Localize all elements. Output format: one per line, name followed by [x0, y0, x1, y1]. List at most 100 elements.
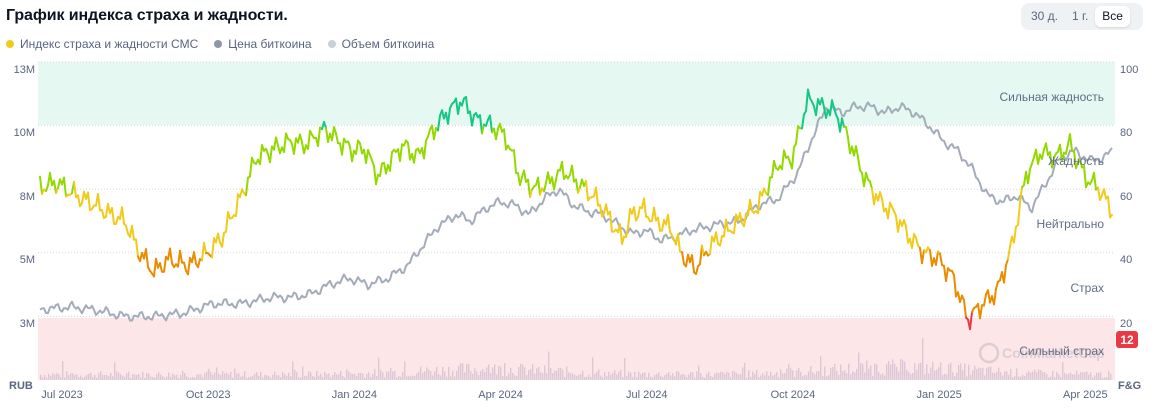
volume-bar: [1082, 372, 1084, 380]
volume-bar: [926, 363, 928, 380]
watermark: CoinMarketCap: [978, 342, 1105, 364]
volume-bar: [326, 374, 328, 380]
volume-bar: [462, 363, 464, 380]
volume-bar: [290, 376, 292, 380]
volume-bar: [406, 376, 408, 380]
fear-greed-segment: [221, 231, 225, 248]
volume-bar: [666, 373, 668, 380]
fear-greed-segment: [661, 219, 665, 232]
volume-bar: [1032, 371, 1034, 380]
volume-bar: [218, 373, 220, 380]
volume-bar: [548, 351, 550, 380]
volume-bar: [1016, 368, 1018, 380]
volume-bar: [516, 376, 518, 380]
volume-bar: [96, 377, 98, 380]
volume-bar: [76, 374, 78, 380]
volume-bar: [366, 373, 368, 380]
fear-greed-segment: [39, 175, 43, 195]
volume-bar: [1054, 377, 1056, 380]
volume-bar: [514, 375, 516, 380]
fear-greed-segment: [275, 136, 279, 147]
volume-bar: [452, 370, 454, 380]
volume-bar: [262, 377, 264, 380]
volume-bar: [442, 366, 444, 380]
volume-bar: [450, 376, 452, 380]
volume-bar: [438, 374, 440, 380]
volume-bar: [1076, 370, 1078, 380]
volume-bar: [598, 369, 600, 380]
volume-bar: [298, 377, 300, 380]
volume-bar: [1050, 376, 1052, 380]
volume-bar: [1044, 372, 1046, 380]
fear-greed-segment: [807, 88, 811, 100]
volume-bar: [764, 375, 766, 380]
volume-bar: [880, 374, 882, 380]
range-all-button[interactable]: Все: [1095, 6, 1130, 27]
range-1y-button[interactable]: 1 г.: [1072, 9, 1089, 23]
volume-bar: [1062, 362, 1064, 380]
volume-bar: [708, 371, 710, 380]
fear-greed-segment: [225, 211, 229, 233]
fear-greed-segment: [317, 126, 321, 147]
volume-bar: [642, 372, 644, 380]
volume-bar: [596, 371, 598, 380]
volume-bar: [648, 372, 650, 380]
volume-bar: [652, 377, 654, 380]
fear-greed-segment: [847, 136, 851, 155]
volume-bar: [530, 369, 532, 380]
volume-bar: [40, 374, 42, 380]
volume-bar: [720, 371, 722, 380]
fear-greed-segment: [245, 176, 249, 197]
fear-greed-segment: [771, 159, 775, 179]
fear-greed-segment: [841, 117, 845, 128]
volume-bar: [1004, 371, 1006, 380]
fear-greed-segment: [183, 261, 187, 272]
volume-bar: [274, 371, 276, 380]
volume-bar: [510, 367, 512, 380]
volume-bar: [650, 376, 652, 380]
volume-bar: [638, 371, 640, 380]
volume-bar: [464, 372, 466, 380]
fear-greed-segment: [695, 265, 699, 275]
volume-bar: [258, 375, 260, 380]
volume-bar: [140, 377, 142, 380]
legend-item-bitcoin-volume[interactable]: Объем биткоина: [327, 37, 434, 51]
fear-greed-segment: [169, 247, 173, 265]
volume-bar: [492, 367, 494, 380]
volume-bar: [886, 364, 888, 380]
volume-bar: [760, 375, 762, 380]
volume-bar: [766, 371, 768, 380]
fear-greed-segment: [657, 216, 661, 232]
volume-bar: [980, 368, 982, 380]
fear-greed-segment: [865, 171, 869, 181]
volume-bar: [696, 371, 698, 380]
fear-greed-segment: [801, 113, 805, 130]
left-tick-label: 10M: [14, 127, 35, 139]
fear-greed-segment: [389, 151, 393, 172]
volume-bar: [312, 376, 314, 380]
volume-bar: [446, 376, 448, 380]
volume-bar: [684, 374, 686, 380]
fear-greed-segment: [869, 180, 873, 190]
volume-bar: [904, 361, 906, 380]
volume-bar: [868, 368, 870, 380]
volume-bar: [134, 374, 136, 380]
zone-label-extreme-fear: Сильный страх: [1019, 344, 1104, 358]
fear-greed-segment: [379, 162, 383, 177]
x-tick-label: Jul 2023: [41, 389, 83, 401]
volume-bar: [1084, 372, 1086, 380]
volume-bar: [972, 370, 974, 380]
legend-item-fear-greed[interactable]: Индекс страха и жадности CMC: [6, 37, 198, 51]
left-axis-currency: RUB: [9, 380, 33, 392]
volume-bars: [40, 338, 1112, 380]
fear-greed-segment: [365, 149, 369, 164]
volume-bar: [308, 371, 310, 380]
fear-greed-segment: [921, 249, 925, 265]
legend-item-bitcoin-price[interactable]: Цена биткоина: [214, 37, 312, 51]
range-30d-button[interactable]: 30 д.: [1031, 9, 1059, 23]
time-range-selector: 30 д. 1 г. Все: [1021, 3, 1143, 30]
fear-greed-segment: [1041, 148, 1045, 160]
volume-bar: [878, 372, 880, 380]
fear-greed-segment: [523, 169, 527, 183]
